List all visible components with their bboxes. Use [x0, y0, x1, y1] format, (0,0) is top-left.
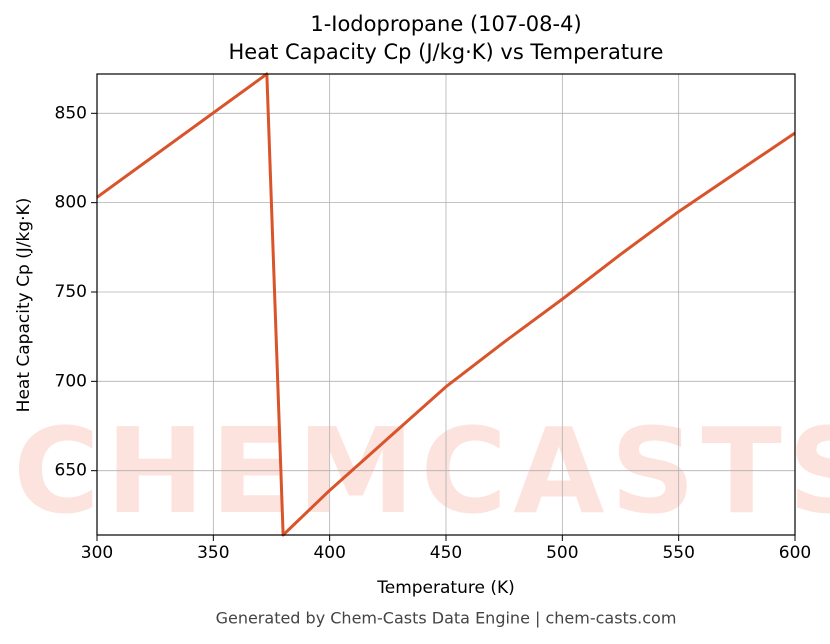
chart-subtitle: Heat Capacity Cp (J/kg·K) vs Temperature [229, 40, 664, 64]
x-axis-label: Temperature (K) [376, 578, 515, 598]
x-tick-label: 300 [81, 543, 113, 563]
y-axis-label: Heat Capacity Cp (J/kg·K) [14, 198, 34, 413]
plot-frame [96, 73, 796, 536]
y-tick-label: 850 [55, 103, 87, 123]
x-tick-label: 450 [430, 543, 462, 563]
watermark: CHEMCASTS [13, 402, 830, 540]
y-tick-label: 800 [55, 193, 87, 213]
y-tick-label: 650 [55, 461, 87, 481]
footer: Generated by Chem-Casts Data Engine | ch… [216, 609, 677, 628]
x-tick-label: 550 [662, 543, 694, 563]
chart-title: 1-Iodopropane (107-08-4) [310, 12, 581, 36]
x-tick-label: 400 [313, 543, 345, 563]
y-tick-label: 750 [55, 282, 87, 302]
y-tick-label: 700 [55, 371, 87, 391]
x-tick-label: 500 [546, 543, 578, 563]
data-line [96, 72, 796, 537]
x-tick-label: 600 [779, 543, 811, 563]
x-tick-label: 350 [197, 543, 229, 563]
